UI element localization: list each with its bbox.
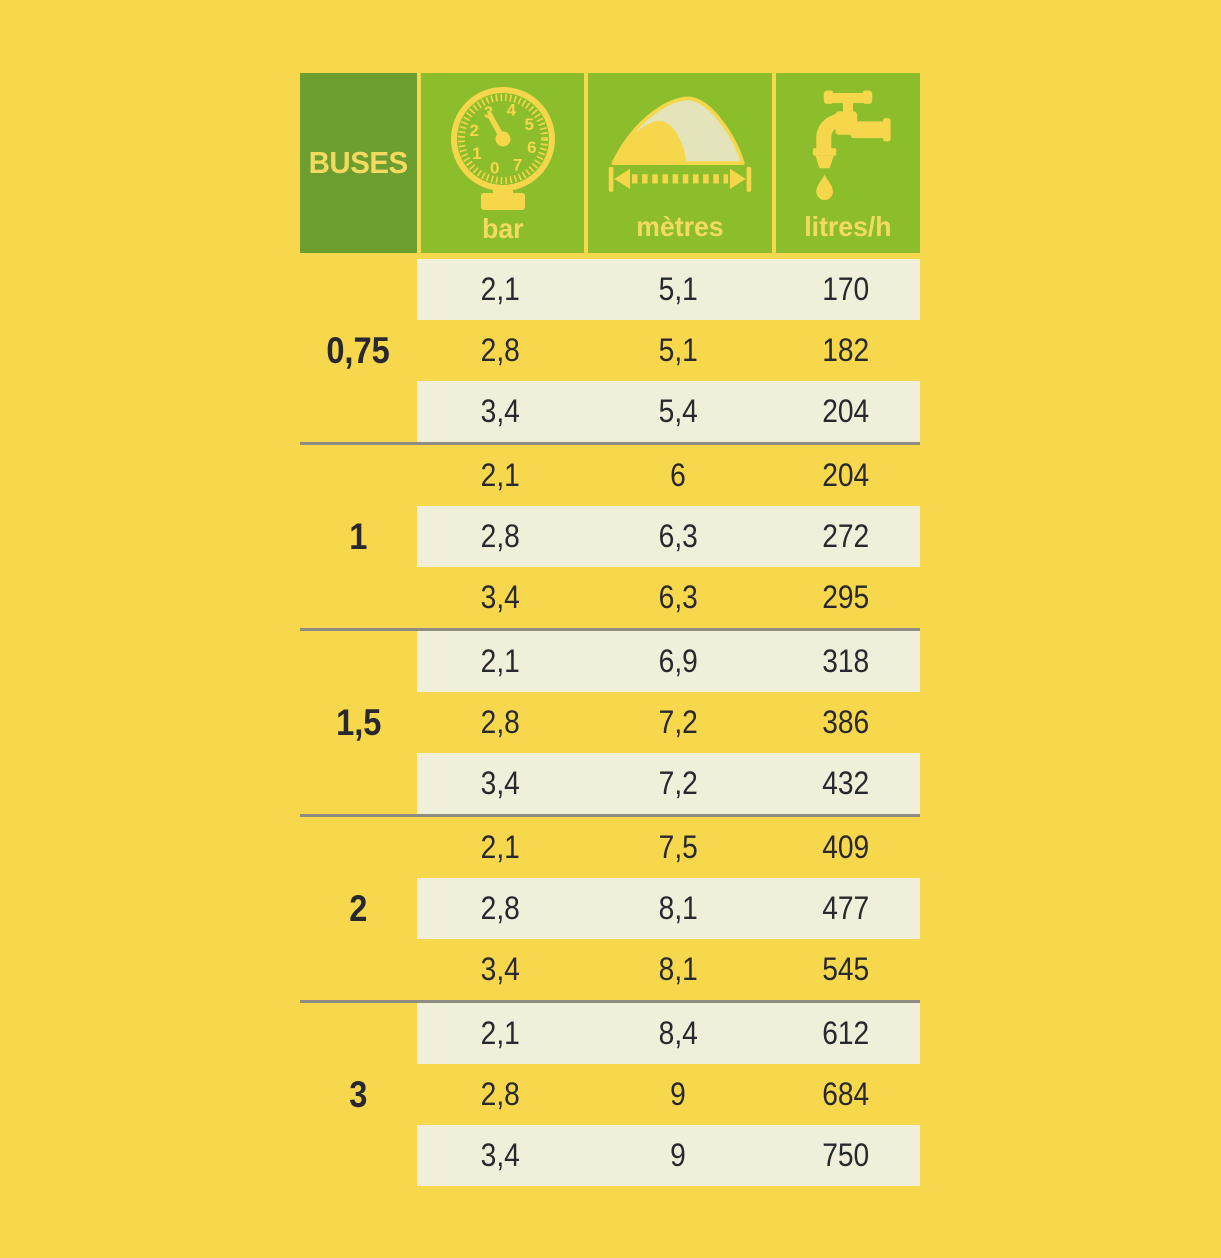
nozzle-size-label: 2 xyxy=(349,887,368,929)
table-body: 0,75 2,1 5,1 170 2,8 5,1 182 3,4 5,4 xyxy=(300,259,920,1186)
gauge-number: 6 xyxy=(527,138,536,157)
water-tap-icon xyxy=(802,73,894,211)
flow-value: 612 xyxy=(822,1015,870,1051)
gauge-number: 0 xyxy=(489,158,498,177)
nozzle-group-15: 1,5 2,1 6,9 318 2,8 7,2 386 3,4 7,2 xyxy=(300,631,920,814)
table-row: 3,4 8,1 545 xyxy=(417,939,920,1000)
pressure-value: 3,4 xyxy=(480,393,521,429)
diameter-value: 6,3 xyxy=(658,579,698,615)
nozzle-group-1: 1 2,1 6 204 2,8 6,3 272 3,4 6,3 xyxy=(300,445,920,628)
metres-column-title: mètres xyxy=(636,211,724,242)
pressure-value: 2,1 xyxy=(480,1015,521,1051)
gauge-number: 5 xyxy=(524,115,533,134)
pressure-value: 3,4 xyxy=(480,1137,521,1173)
diameter-value: 7,5 xyxy=(658,829,698,865)
group-separator xyxy=(300,814,920,817)
nozzle-size-label: 1,5 xyxy=(335,701,382,743)
flow-value: 204 xyxy=(822,393,870,429)
header-cell-litres: litres/h xyxy=(776,73,920,253)
litres-column-title: litres/h xyxy=(804,211,892,242)
diameter-value: 6 xyxy=(670,457,686,493)
table-row: 2,8 8,1 477 xyxy=(417,878,920,939)
table-row: 2,1 8,4 612 xyxy=(417,1003,920,1064)
pressure-value: 2,1 xyxy=(480,643,521,679)
flow-value: 432 xyxy=(822,765,870,801)
table-row: 2,1 7,5 409 xyxy=(417,817,920,878)
pressure-value: 2,1 xyxy=(480,271,521,307)
diameter-value: 8,1 xyxy=(658,951,698,987)
pressure-value: 3,4 xyxy=(480,765,521,801)
diameter-value: 9 xyxy=(670,1137,686,1173)
pressure-gauge-icon: 0 1 2 3 4 5 6 7 xyxy=(442,73,564,213)
group-separator xyxy=(300,442,920,445)
pressure-value: 2,1 xyxy=(480,829,521,865)
flow-value: 170 xyxy=(822,271,870,307)
flow-value: 750 xyxy=(822,1137,870,1173)
flow-value: 318 xyxy=(822,643,870,679)
nozzle-spec-table: BUSES 0 1 2 3 4 5 6 7 xyxy=(300,73,920,1186)
flow-value: 295 xyxy=(822,579,870,615)
flow-value: 477 xyxy=(822,890,870,926)
pressure-value: 2,8 xyxy=(480,518,521,554)
nozzle-size-label: 0,75 xyxy=(326,329,391,371)
pressure-value: 2,8 xyxy=(480,1076,521,1112)
gauge-number: 1 xyxy=(472,144,481,163)
table-row: 2,8 6,3 272 xyxy=(417,506,920,567)
flow-value: 182 xyxy=(822,332,870,368)
flow-value: 545 xyxy=(822,951,870,987)
flow-value: 409 xyxy=(822,829,870,865)
table-row: 2,1 5,1 170 xyxy=(417,259,920,320)
diameter-value: 8,1 xyxy=(658,890,698,926)
diameter-value: 5,1 xyxy=(658,271,698,307)
nozzle-size-label: 1 xyxy=(349,515,368,557)
diameter-value: 6,3 xyxy=(658,518,698,554)
diameter-value: 5,1 xyxy=(658,332,698,368)
gauge-number: 3 xyxy=(483,103,492,122)
bar-column-title: bar xyxy=(481,213,524,244)
group-separator xyxy=(300,628,920,631)
diameter-value: 7,2 xyxy=(658,704,698,740)
spray-width-icon xyxy=(606,73,754,211)
flow-value: 684 xyxy=(822,1076,870,1112)
table-row: 2,1 6 204 xyxy=(417,445,920,506)
diameter-value: 6,9 xyxy=(658,643,698,679)
table-row: 2,8 5,1 182 xyxy=(417,320,920,381)
nozzle-size-label: 3 xyxy=(349,1073,368,1115)
nozzle-group-075: 0,75 2,1 5,1 170 2,8 5,1 182 3,4 5,4 xyxy=(300,259,920,442)
pressure-value: 3,4 xyxy=(480,951,521,987)
diameter-value: 5,4 xyxy=(658,393,698,429)
header-cell-metres: mètres xyxy=(588,73,772,253)
group-separator xyxy=(300,1000,920,1003)
diameter-value: 8,4 xyxy=(658,1015,698,1051)
pressure-value: 2,8 xyxy=(480,890,521,926)
table-row: 3,4 7,2 432 xyxy=(417,753,920,814)
diameter-value: 7,2 xyxy=(658,765,698,801)
flow-value: 386 xyxy=(822,704,870,740)
nozzle-group-2: 2 2,1 7,5 409 2,8 8,1 477 3,4 8,1 xyxy=(300,817,920,1000)
gauge-number: 4 xyxy=(506,101,516,120)
buses-column-title: BUSES xyxy=(308,145,409,180)
diameter-value: 9 xyxy=(670,1076,686,1112)
table-row: 2,1 6,9 318 xyxy=(417,631,920,692)
gauge-number: 7 xyxy=(512,156,521,175)
table-header: BUSES 0 1 2 3 4 5 6 7 xyxy=(300,73,920,253)
table-row: 2,8 9 684 xyxy=(417,1064,920,1125)
flow-value: 204 xyxy=(822,457,870,493)
pressure-value: 3,4 xyxy=(480,579,521,615)
table-row: 3,4 6,3 295 xyxy=(417,567,920,628)
header-cell-buses: BUSES xyxy=(300,73,417,253)
header-cell-bar: 0 1 2 3 4 5 6 7 bar xyxy=(421,73,584,253)
table-row: 3,4 9 750 xyxy=(417,1125,920,1186)
pressure-value: 2,1 xyxy=(480,457,521,493)
gauge-number: 2 xyxy=(469,121,478,140)
nozzle-group-3: 3 2,1 8,4 612 2,8 9 684 3,4 9 xyxy=(300,1003,920,1186)
pressure-value: 2,8 xyxy=(480,332,521,368)
table-row: 3,4 5,4 204 xyxy=(417,381,920,442)
table-row: 2,8 7,2 386 xyxy=(417,692,920,753)
pressure-value: 2,8 xyxy=(480,704,521,740)
flow-value: 272 xyxy=(822,518,870,554)
